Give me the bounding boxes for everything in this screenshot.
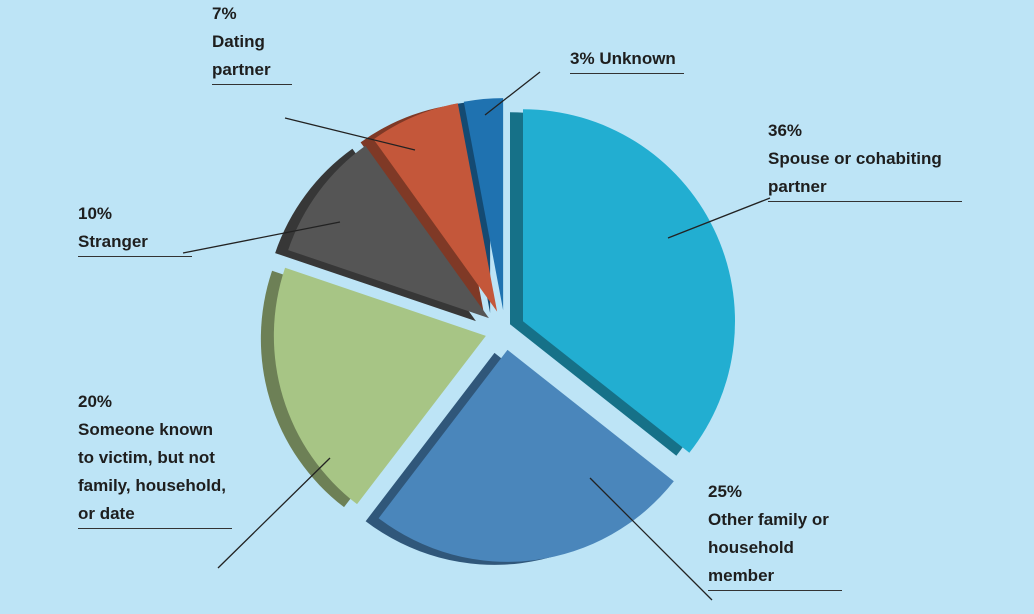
category-label: Unknown	[599, 49, 676, 68]
slice-label: 10% Stranger	[78, 200, 192, 257]
leader-line	[589, 477, 713, 601]
leader-line	[284, 117, 416, 151]
value-label: 3%	[570, 49, 595, 68]
leader-line	[484, 71, 541, 116]
value-label: 25%	[708, 482, 743, 501]
category-label: Dating partner	[212, 32, 271, 79]
slice	[523, 109, 736, 453]
category-label: Someone known to victim, but not family,…	[78, 420, 226, 523]
slice-label: 3% Unknown	[570, 45, 684, 74]
category-label: Spouse or cohabiting partner	[768, 149, 942, 196]
category-label: Stranger	[78, 232, 148, 251]
slice-label: 7% Dating partner	[212, 0, 292, 85]
value-label: 7%	[212, 4, 237, 23]
slice	[273, 267, 486, 505]
category-label: Other family or household member	[708, 510, 829, 585]
slice-label: 20% Someone known to victim, but not fami…	[78, 388, 232, 529]
value-label: 20%	[78, 392, 113, 411]
value-label: 36%	[768, 121, 803, 140]
slice	[378, 349, 674, 562]
slice-label: 36% Spouse or cohabiting partner	[768, 117, 962, 202]
value-label: 10%	[78, 204, 113, 223]
slice	[373, 103, 498, 312]
leader-line	[182, 221, 341, 254]
leader-line	[667, 197, 771, 239]
slice-label: 25% Other family or household member	[708, 478, 842, 591]
slice	[463, 98, 504, 311]
leader-line	[217, 457, 331, 569]
slice	[288, 145, 489, 319]
